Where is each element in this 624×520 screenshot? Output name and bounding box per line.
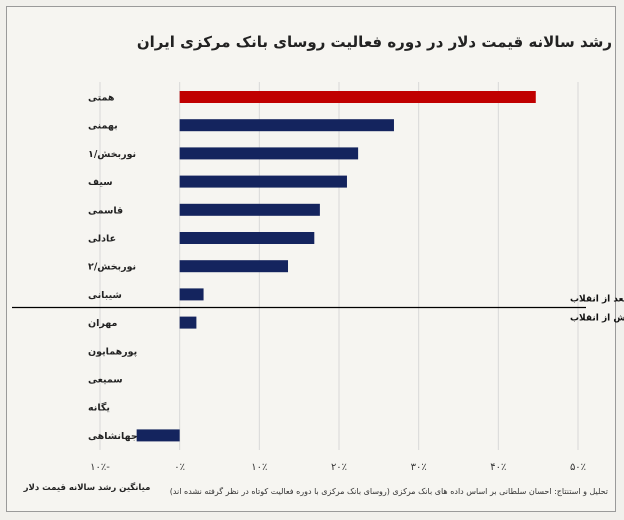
- bars: [136, 91, 536, 442]
- bar: [179, 91, 536, 103]
- bar: [179, 203, 320, 216]
- source-note: تحلیل و استنتاج: احسان سلطانی بر اساس دا…: [169, 487, 608, 496]
- category-label: یگانه: [88, 402, 110, 414]
- category-label: قاسمی: [88, 205, 123, 216]
- x-tick-label: ۴۰٪: [490, 462, 506, 473]
- chart-frame: [6, 6, 616, 512]
- category-label: شیبانی: [88, 290, 122, 301]
- grid-lines: [99, 82, 579, 450]
- bar: [179, 175, 347, 188]
- x-tick-label: ۳۰٪: [411, 462, 427, 473]
- divider-label-after: بعد از انقلاب: [570, 295, 624, 305]
- category-label: بهمنی: [88, 121, 118, 132]
- category-label: پورهمایون: [88, 346, 137, 357]
- bar: [179, 119, 394, 132]
- category-label: جهانشاهی: [88, 431, 138, 442]
- chart-title: رشد سالانه قیمت دلار در دوره فعالیت روسا…: [136, 33, 612, 51]
- category-label: مهران: [88, 318, 118, 329]
- category-label: همتی: [88, 93, 115, 104]
- category-label: عادلی: [88, 234, 116, 245]
- x-tick-label: ۵۰٪: [570, 462, 586, 473]
- bar: [179, 147, 359, 160]
- bar: [179, 232, 315, 244]
- x-tick-label: ۱۰٪: [251, 462, 267, 473]
- category-labels: همتی بهمنی نوربخش/۱ سیف قاسمی عادلی نوربخش/۲ شی…: [88, 93, 138, 442]
- category-label: سیف: [88, 177, 113, 188]
- category-label: نوربخش/۲: [88, 262, 136, 273]
- x-tick-label: -۱۰٪: [90, 462, 110, 473]
- x-tick-label: ۲۰٪: [331, 462, 347, 473]
- divider-label-before: پیش از انقلاب: [570, 314, 624, 324]
- bar: [179, 316, 197, 329]
- bar: [179, 288, 204, 301]
- bar: [136, 429, 180, 442]
- category-label: سمیعی: [88, 375, 123, 386]
- x-tick-labels: -۱۰٪ ۰٪ ۱۰٪ ۲۰٪ ۳۰٪ ۴۰٪ ۵۰٪: [90, 462, 586, 473]
- x-axis-title: میانگین رشد سالانه قیمت دلار: [23, 483, 151, 493]
- bar: [179, 260, 289, 273]
- category-label: نوربخش/۱: [88, 149, 136, 160]
- x-tick-label: ۰٪: [174, 462, 185, 473]
